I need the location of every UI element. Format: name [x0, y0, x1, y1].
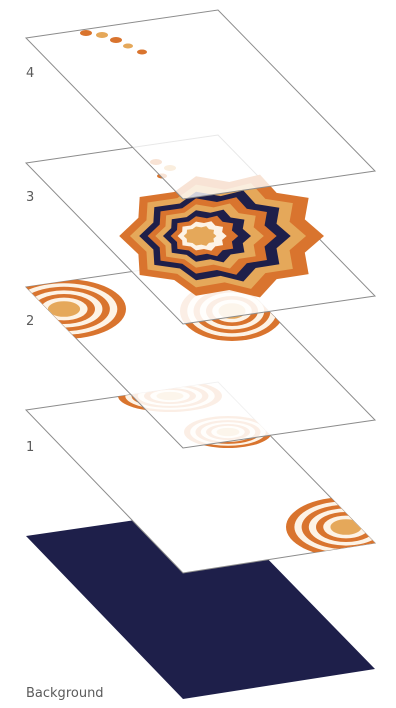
layer-2-label: 2 — [26, 314, 35, 329]
layer-3-label: 3 — [26, 190, 35, 205]
background-plane — [26, 508, 375, 699]
layer-4 — [24, 9, 377, 200]
background-label: Background — [26, 686, 104, 701]
layer-4-label: 4 — [26, 66, 35, 81]
layer-4-plane — [24, 9, 377, 200]
background-layer — [26, 508, 375, 699]
layer-4-dots — [80, 30, 147, 55]
layer-1-label: 1 — [26, 440, 35, 455]
